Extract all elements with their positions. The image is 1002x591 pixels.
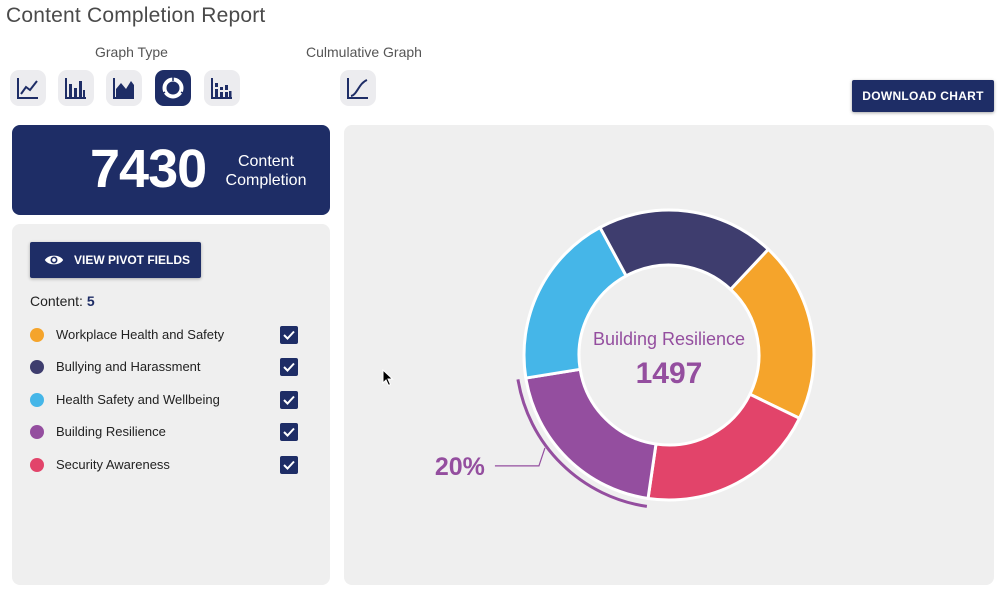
legend-checkbox[interactable]: [280, 456, 298, 474]
donut-chart[interactable]: 20% Building Resilience 1497: [344, 125, 994, 585]
total-label-line2: Completion: [225, 172, 307, 189]
legend-color-dot: [30, 393, 44, 407]
chart-panel: 20% Building Resilience 1497: [344, 125, 994, 585]
checkmark-icon: [283, 460, 295, 470]
content-count-value: 5: [86, 293, 95, 309]
legend-label: Security Awareness: [56, 457, 170, 472]
cumulative-graph-label: Culmulative Graph: [306, 44, 422, 60]
legend-label: Health Safety and Wellbeing: [56, 392, 220, 407]
view-pivot-fields-label: VIEW PIVOT FIELDS: [74, 253, 191, 267]
eye-icon: [44, 255, 64, 265]
percent-leader-line: [494, 447, 546, 467]
legend-label: Workplace Health and Safety: [56, 327, 225, 342]
cumulative-line-icon: [347, 78, 368, 99]
legend-color-dot: [30, 328, 44, 342]
legend-color-dot: [30, 425, 44, 439]
center-label: Building Resilience: [593, 329, 745, 349]
legend-checkbox[interactable]: [280, 391, 298, 409]
checkmark-icon: [283, 362, 295, 372]
legend-item: Workplace Health and Safety: [30, 325, 300, 345]
area-chart-button[interactable]: [106, 70, 142, 106]
legend-color-dot: [30, 360, 44, 374]
total-completion-label: Content Completion: [224, 152, 308, 190]
donut-slice[interactable]: [646, 392, 802, 502]
line-chart-icon: [17, 78, 38, 99]
highlight-percent-label: 20%: [435, 453, 485, 481]
checkmark-icon: [283, 395, 295, 405]
legend-checkbox[interactable]: [280, 326, 298, 344]
total-completion-card: 7430 Content Completion: [12, 125, 330, 215]
graph-type-label: Graph Type: [95, 44, 168, 60]
mouse-cursor-icon: [382, 369, 394, 387]
stacked-bar-chart-button[interactable]: [204, 70, 240, 106]
legend-item: Building Resilience: [30, 422, 300, 442]
bar-chart-icon: [65, 78, 86, 99]
content-count: Content: 5: [30, 293, 95, 309]
donut-chart-icon: [161, 77, 185, 99]
checkmark-icon: [283, 330, 295, 340]
line-chart-button[interactable]: [10, 70, 46, 106]
download-chart-button[interactable]: DOWNLOAD CHART: [852, 80, 994, 112]
legend-label: Building Resilience: [56, 424, 166, 439]
total-label-line1: Content: [237, 153, 295, 170]
donut-chart-button[interactable]: [155, 70, 191, 106]
legend-color-dot: [30, 458, 44, 472]
total-completion-value: 7430: [90, 139, 207, 199]
checkmark-icon: [283, 427, 295, 437]
cumulative-chart-button[interactable]: [340, 70, 376, 106]
legend-item: Bullying and Harassment: [30, 357, 300, 377]
filter-panel: VIEW PIVOT FIELDS Content: 5 Workplace H…: [12, 224, 330, 585]
legend-checkbox[interactable]: [280, 358, 298, 376]
legend-checkbox[interactable]: [280, 423, 298, 441]
highlight-arc: [516, 379, 648, 508]
page-title: Content Completion Report: [6, 4, 266, 27]
legend-label: Bullying and Harassment: [56, 359, 201, 374]
content-count-label: Content:: [30, 293, 83, 309]
center-value: 1497: [636, 357, 703, 390]
legend-item: Health Safety and Wellbeing: [30, 390, 300, 410]
area-chart-icon: [113, 78, 134, 99]
view-pivot-fields-button[interactable]: VIEW PIVOT FIELDS: [30, 242, 201, 278]
stacked-bar-chart-icon: [211, 78, 232, 99]
donut-slice[interactable]: [597, 208, 771, 292]
bar-chart-button[interactable]: [58, 70, 94, 106]
legend-item: Security Awareness: [30, 455, 300, 475]
